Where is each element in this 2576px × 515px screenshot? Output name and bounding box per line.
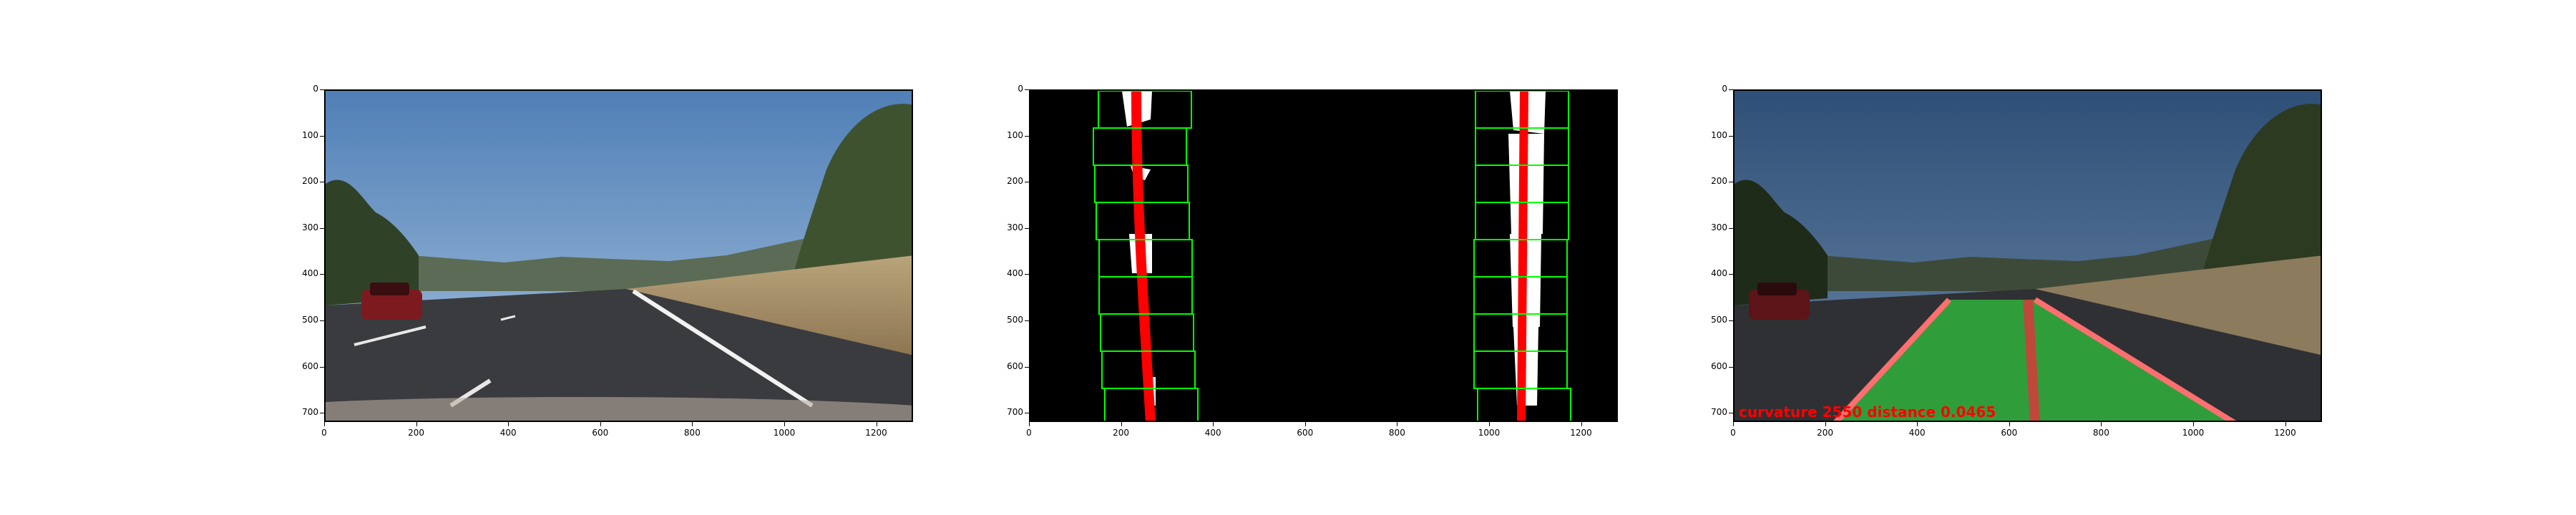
y-tick-mark	[1025, 274, 1029, 275]
y-tick-label: 300	[302, 222, 318, 232]
y-tick-mark	[320, 320, 324, 321]
y-tick-label: 700	[1007, 407, 1023, 418]
curvature-distance-label: curvature 2550 distance 0.0465	[1739, 403, 1996, 421]
y-tick-mark	[320, 274, 324, 275]
left-fit-line	[1131, 91, 1156, 421]
x-tick-mark	[1488, 422, 1490, 426]
x-tick-label: 200	[1113, 428, 1130, 438]
y-tick-mark	[320, 135, 324, 137]
left-lane-line	[1833, 298, 1951, 421]
y-tick-mark	[1025, 366, 1029, 368]
x-tick-mark	[2192, 422, 2194, 426]
y-tick-mark	[1729, 227, 1733, 229]
x-tick-label: 1000	[2182, 428, 2205, 438]
sliding-window-panel	[1029, 89, 1618, 422]
road-photo	[326, 91, 912, 421]
y-tick-label: 700	[1711, 407, 1727, 418]
x-tick-mark	[1825, 422, 1826, 426]
right-fit-line	[1517, 91, 1528, 421]
x-tick-mark	[1213, 422, 1214, 426]
center-fit-line	[2023, 299, 2040, 421]
x-tick-mark	[508, 422, 509, 426]
y-tick-label: 300	[1711, 222, 1727, 232]
x-tick-label: 800	[2092, 428, 2109, 438]
y-tick-label: 700	[302, 407, 318, 418]
x-tick-label: 800	[1388, 428, 1405, 438]
y-tick-label: 300	[1007, 222, 1023, 232]
x-tick-label: 400	[1204, 428, 1221, 438]
x-tick-label: 1200	[2274, 428, 2296, 438]
y-tick-mark	[1025, 89, 1029, 90]
y-tick-label: 500	[1711, 314, 1727, 325]
original-image-frame	[324, 89, 913, 422]
sliding-window-frame	[1029, 89, 1618, 422]
y-tick-label: 600	[1007, 360, 1023, 371]
binary-warped-image	[1030, 91, 1616, 421]
y-tick-mark	[1025, 320, 1029, 321]
x-tick-mark	[1581, 422, 1582, 426]
y-tick-label: 100	[302, 129, 318, 140]
x-tick-label: 800	[683, 428, 701, 438]
y-tick-label: 0	[313, 84, 318, 94]
y-tick-mark	[1729, 320, 1733, 321]
y-tick-label: 200	[1007, 176, 1023, 187]
x-tick-mark	[692, 422, 693, 426]
y-tick-label: 100	[1007, 129, 1023, 140]
y-tick-mark	[1729, 274, 1733, 275]
x-tick-label: 400	[499, 428, 517, 438]
sliding-windows	[1093, 91, 1571, 421]
y-tick-label: 0	[1722, 84, 1727, 94]
x-tick-mark	[1917, 422, 1918, 426]
x-tick-mark	[416, 422, 417, 426]
y-tick-mark	[320, 366, 324, 368]
x-tick-label: 0	[321, 428, 327, 438]
x-tick-mark	[784, 422, 785, 426]
result-photo	[1735, 91, 2321, 421]
x-tick-mark	[600, 422, 601, 426]
y-tick-label: 600	[1711, 360, 1727, 371]
original-image-panel	[324, 89, 913, 422]
y-tick-label: 100	[1711, 129, 1727, 140]
x-tick-label: 200	[408, 428, 425, 438]
x-tick-mark	[1733, 422, 1734, 426]
y-tick-label: 400	[1711, 268, 1727, 279]
result-frame: curvature 2550 distance 0.0465	[1733, 89, 2322, 422]
y-tick-label: 200	[302, 176, 318, 187]
y-tick-label: 0	[1018, 84, 1023, 94]
x-tick-mark	[2101, 422, 2102, 426]
x-tick-mark	[324, 422, 325, 426]
y-tick-mark	[1729, 135, 1733, 137]
x-tick-label: 400	[1908, 428, 1926, 438]
y-tick-mark	[320, 89, 324, 90]
result-panel: curvature 2550 distance 0.0465	[1733, 89, 2322, 422]
x-tick-mark	[1304, 422, 1306, 426]
x-tick-label: 1000	[773, 428, 796, 438]
y-tick-label: 500	[302, 314, 318, 325]
x-tick-label: 0	[1026, 428, 1032, 438]
x-tick-mark	[2009, 422, 2010, 426]
x-tick-label: 1000	[1478, 428, 1501, 438]
y-tick-mark	[320, 227, 324, 229]
y-tick-label: 500	[1007, 314, 1023, 325]
y-tick-label: 200	[1711, 176, 1727, 187]
y-tick-label: 400	[1007, 268, 1023, 279]
y-tick-label: 400	[302, 268, 318, 279]
y-tick-mark	[1025, 135, 1029, 137]
x-tick-label: 200	[1817, 428, 1834, 438]
x-tick-label: 0	[1730, 428, 1736, 438]
y-tick-mark	[1729, 89, 1733, 90]
x-tick-label: 1200	[1570, 428, 1592, 438]
x-tick-label: 600	[592, 428, 609, 438]
x-tick-label: 600	[2001, 428, 2018, 438]
right-lane-line	[2033, 297, 2237, 421]
y-tick-label: 600	[302, 360, 318, 371]
y-tick-mark	[1025, 227, 1029, 229]
x-tick-mark	[1121, 422, 1122, 426]
y-tick-mark	[1729, 366, 1733, 368]
x-tick-label: 1200	[865, 428, 887, 438]
x-tick-label: 600	[1297, 428, 1314, 438]
x-tick-mark	[2285, 422, 2286, 426]
x-tick-mark	[1029, 422, 1030, 426]
